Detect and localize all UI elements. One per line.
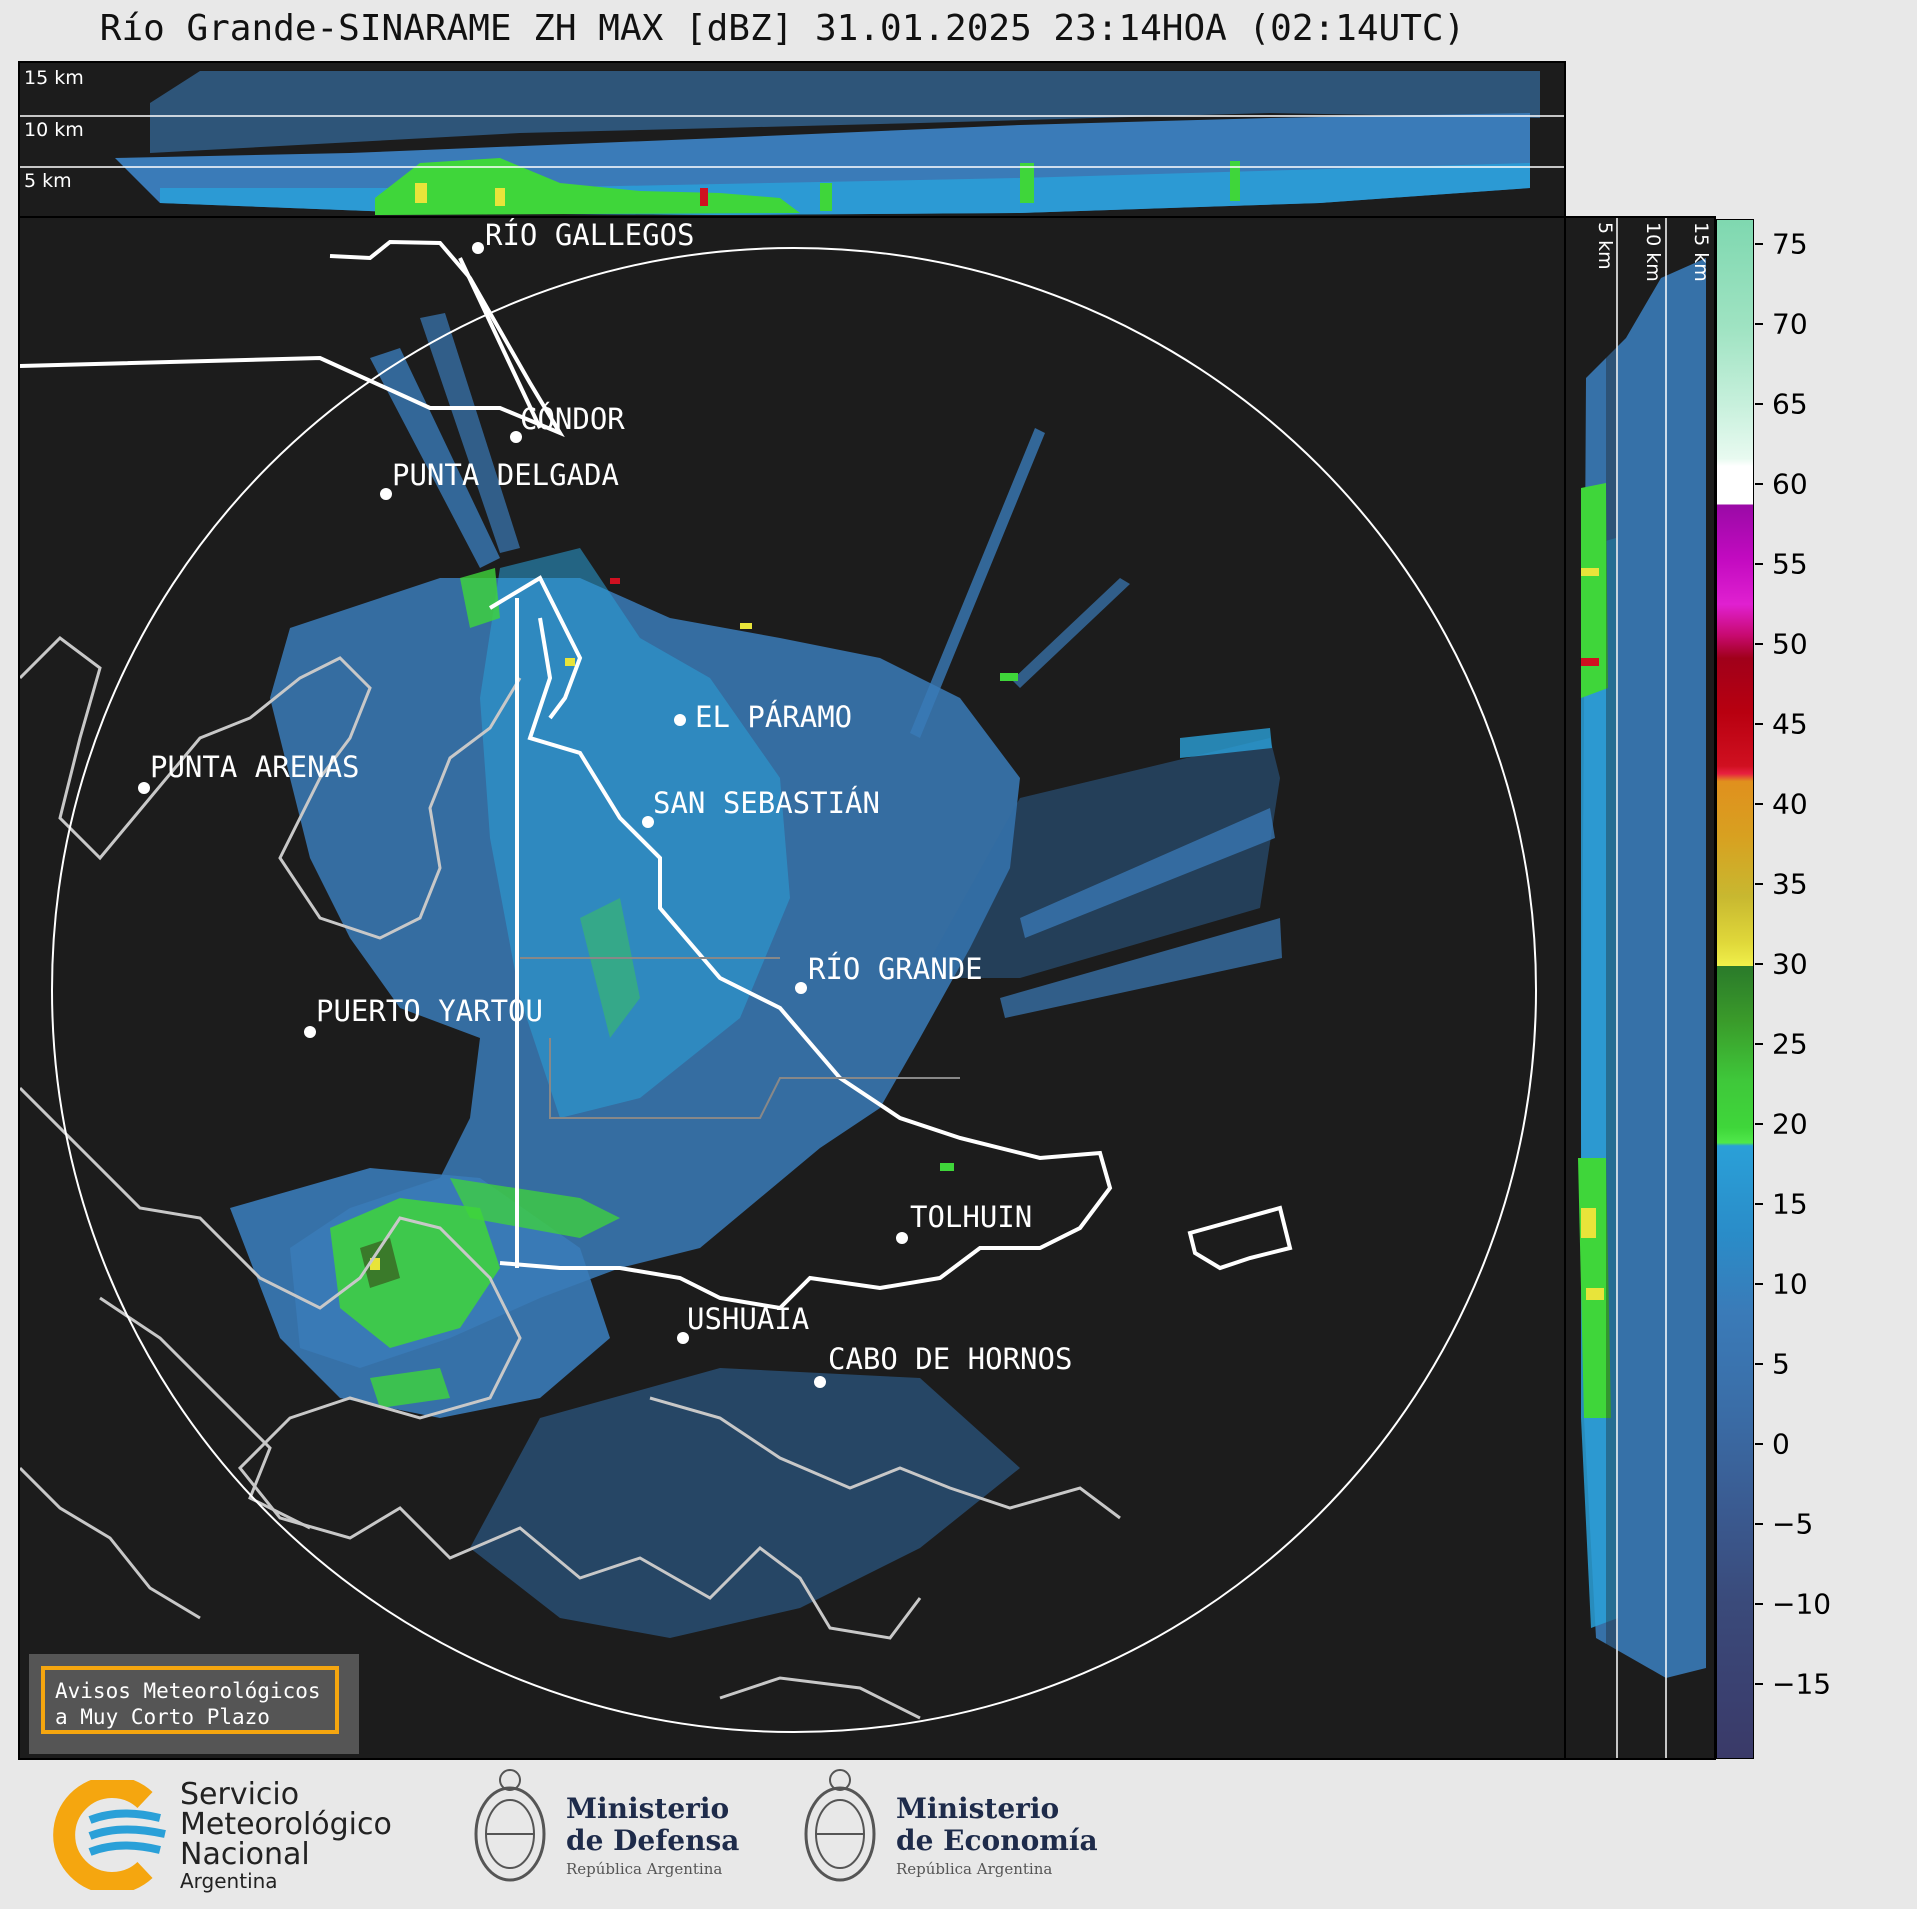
city-punta-delgada: PUNTA DELGADA <box>392 458 619 492</box>
height-label-15km-side: 15 km <box>1690 222 1712 282</box>
height-label-5km: 5 km <box>24 170 72 192</box>
height-label-15km: 15 km <box>24 67 84 89</box>
defensa-logo: Ministerio de Defensa República Argentin… <box>470 1762 750 1902</box>
economia-line3: República Argentina <box>896 1860 1053 1878</box>
colorbar-tick-25: 25 <box>1772 1027 1808 1061</box>
city-cabo-de-hornos: CABO DE HORNOS <box>828 1342 1073 1376</box>
colorbar-tick-30: 30 <box>1772 947 1808 981</box>
argentina-coat-of-arms-icon <box>474 1769 546 1882</box>
colorbar-tick-10: 10 <box>1772 1267 1808 1301</box>
alert-box: Avisos Meteorológicos a Muy Corto Plazo <box>29 1654 359 1754</box>
radar-map: RÍO GALLEGOS CÓNDOR PUNTA DELGADA EL PÁR… <box>18 216 1566 1760</box>
colorbar-tick-15: 15 <box>1772 1187 1808 1221</box>
city-ushuaia: USHUAIA <box>687 1302 810 1336</box>
defensa-line1: Ministerio <box>566 1792 730 1825</box>
colorbar-tick-0: 0 <box>1772 1427 1790 1461</box>
alert-line-1: Avisos Meteorológicos <box>55 1679 321 1703</box>
colorbar-tick-70: 70 <box>1772 307 1808 341</box>
city-punta-arenas: PUNTA ARENAS <box>150 750 360 784</box>
side-profile-echo <box>1578 218 1706 1758</box>
colorbar-tick-minus15: −15 <box>1772 1667 1832 1701</box>
colorbar-tick-40: 40 <box>1772 787 1808 821</box>
alert-box-frame: Avisos Meteorológicos a Muy Corto Plazo <box>41 1666 339 1734</box>
page-title: Río Grande-SINARAME ZH MAX [dBZ] 31.01.2… <box>99 8 1466 49</box>
colorbar-tick-minus5: −5 <box>1772 1507 1814 1541</box>
smn-logo-line3: Nacional <box>180 1837 310 1872</box>
alert-line-2: a Muy Corto Plazo <box>55 1705 270 1729</box>
top-height-profile: 15 km 10 km 5 km <box>18 61 1566 218</box>
colorbar-tick-minus10: −10 <box>1772 1587 1832 1621</box>
colorbar-tick-20: 20 <box>1772 1107 1808 1141</box>
colorbar-tick-65: 65 <box>1772 387 1808 421</box>
colorbar-tick-75: 75 <box>1772 227 1808 261</box>
colorbar-tick-60: 60 <box>1772 467 1808 501</box>
dbz-colorbar <box>1716 219 1754 1759</box>
radar-echo-layer <box>20 239 1537 1733</box>
economia-line1: Ministerio <box>896 1792 1060 1825</box>
economia-logo: Ministerio de Economía República Argenti… <box>800 1762 1100 1902</box>
smn-logo-icon <box>53 1776 166 1894</box>
smn-logo: Servicio Meteorológico Nacional Argentin… <box>50 1776 410 1894</box>
city-rio-grande: RÍO GRANDE <box>808 952 983 986</box>
argentina-coat-of-arms-icon <box>804 1769 876 1882</box>
height-label-5km-side: 5 km <box>1594 222 1616 270</box>
colorbar-tick-5: 5 <box>1772 1347 1790 1381</box>
colorbar-tick-35: 35 <box>1772 867 1808 901</box>
defensa-line2: de Defensa <box>566 1824 740 1857</box>
city-tolhuin: TOLHUIN <box>910 1200 1033 1234</box>
smn-logo-line1: Servicio <box>180 1777 300 1812</box>
smn-logo-line4: Argentina <box>180 1869 278 1893</box>
city-el-paramo: EL PÁRAMO <box>695 700 853 734</box>
economia-line2: de Economía <box>896 1824 1098 1857</box>
colorbar-tick-55: 55 <box>1772 547 1808 581</box>
city-puerto-yartou: PUERTO YARTOU <box>316 994 543 1028</box>
height-label-10km: 10 km <box>24 119 84 141</box>
city-san-sebastian: SAN SEBASTIÁN <box>653 786 880 820</box>
city-rio-gallegos: RÍO GALLEGOS <box>485 218 695 252</box>
city-condor: CÓNDOR <box>520 402 625 436</box>
colorbar-tick-45: 45 <box>1772 707 1808 741</box>
side-height-profile: 5 km 10 km 15 km <box>1564 216 1716 1760</box>
height-label-10km-side: 10 km <box>1642 222 1664 282</box>
defensa-line3: República Argentina <box>566 1860 723 1878</box>
top-profile-echo <box>20 71 1564 215</box>
smn-logo-line2: Meteorológico <box>180 1807 392 1842</box>
colorbar-tick-50: 50 <box>1772 627 1808 661</box>
